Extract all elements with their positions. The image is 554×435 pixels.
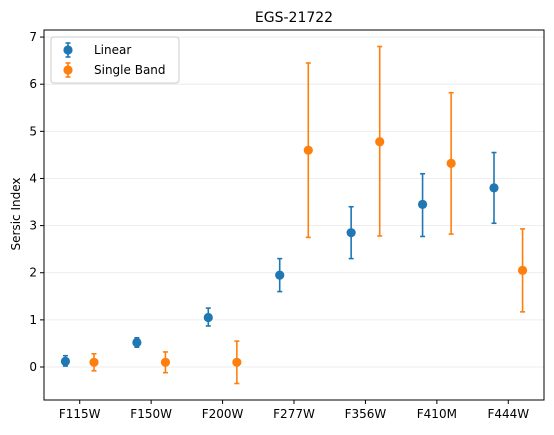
x-tick-label: F150W <box>130 407 172 421</box>
data-point <box>417 199 428 209</box>
y-tick-label: 5 <box>29 124 37 138</box>
x-tick-label: F356W <box>345 407 387 421</box>
data-point <box>89 357 99 367</box>
legend-item-1: Single Band <box>63 62 166 78</box>
data-point <box>303 145 313 155</box>
y-tick-label: 4 <box>29 171 37 185</box>
y-tick-label: 1 <box>29 313 37 327</box>
data-point <box>517 265 528 275</box>
data-point <box>275 270 285 280</box>
y-tick-label: 2 <box>29 266 37 280</box>
data-point <box>446 158 456 168</box>
legend-box <box>50 36 180 84</box>
y-tick-label: 3 <box>29 219 37 233</box>
data-point <box>203 312 213 323</box>
series-layer <box>60 45 528 385</box>
data-point <box>160 357 171 367</box>
series-1 <box>89 45 528 385</box>
data-point <box>232 357 242 367</box>
y-axis: 0 1 2 3 4 5 6 7 <box>29 30 44 374</box>
x-tick-label: F115W <box>59 407 101 421</box>
y-tick-label: 6 <box>29 77 37 91</box>
plot-frame <box>43 29 545 401</box>
legend-item-0: Linear <box>63 42 131 58</box>
legend-label: Linear <box>94 43 131 57</box>
y-tick-label: 7 <box>29 30 37 44</box>
legend: Linear Single Band <box>50 36 180 84</box>
x-tick-label: F200W <box>202 407 244 421</box>
data-point <box>60 356 71 366</box>
grid-lines <box>44 36 544 368</box>
y-axis-label: Sersic Index <box>9 178 23 251</box>
data-point <box>375 137 385 147</box>
data-point <box>346 228 356 238</box>
series-0 <box>60 151 499 367</box>
chart-title: EGS-21722 <box>255 10 333 26</box>
x-tick-label: F277W <box>273 407 315 421</box>
legend-marker <box>63 45 73 55</box>
legend-label: Single Band <box>94 63 166 77</box>
data-point <box>489 183 499 193</box>
x-tick-label: F444W <box>487 407 529 421</box>
y-tick-label: 0 <box>29 360 37 374</box>
x-tick-label: F410M <box>417 407 457 421</box>
data-point <box>132 337 142 348</box>
x-axis: F115W F150W F200W F277W F356W F410M F444W <box>59 400 529 421</box>
legend-marker <box>63 65 73 75</box>
